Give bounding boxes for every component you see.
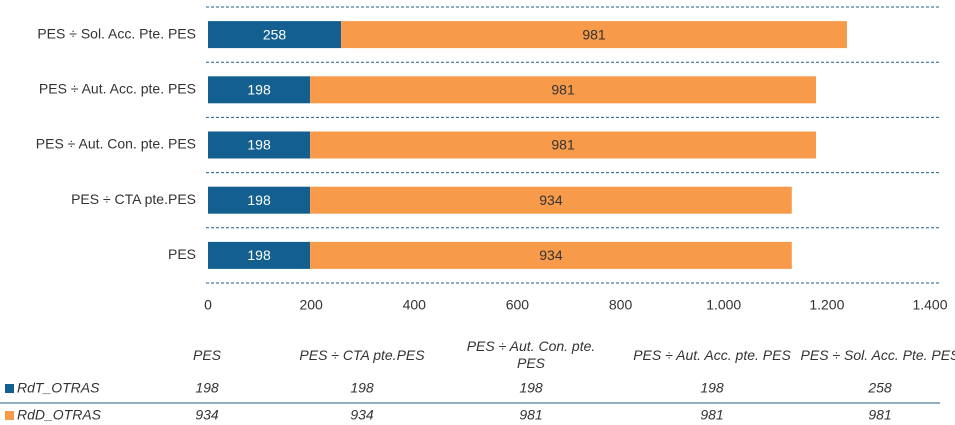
table-header: PES [192,346,221,363]
table-header: PES ÷ CTA pte.PES [299,346,425,363]
table-cell: 198 [700,380,724,396]
legend-swatch [5,411,14,420]
data-label: 981 [551,82,575,98]
data-label: 198 [247,137,271,153]
y-tick-label: PES [168,246,196,262]
table-header-cell: PES ÷ Aut. Acc. pte. PES [633,346,791,363]
table-header-cell: PES ÷ Sol. Acc. Pte. PES [800,346,955,363]
table-cell: 258 [867,380,892,396]
data-label: 981 [551,137,575,153]
table-cell: 198 [195,380,219,396]
bar-segment [310,186,792,214]
data-label: 934 [539,247,563,263]
bar-segment [208,21,342,49]
x-tick-label: 400 [403,297,427,313]
x-tick-label: 0 [204,297,212,313]
bar-segment [208,241,311,269]
legend-label: RdT_OTRAS [17,380,100,396]
table-cell: 981 [519,407,542,423]
data-label: 198 [247,247,271,263]
table-header-cell: PES ÷ Aut. Con. pte. PES [466,338,596,371]
bar-segment [208,131,311,159]
data-label: 934 [539,192,563,208]
data-label: 198 [247,82,271,98]
y-tick-label: PES ÷ Sol. Acc. Pte. PES [37,25,196,41]
x-tick-label: 800 [609,297,633,313]
table-cell: 934 [350,407,374,423]
table-header: PES ÷ Aut. Acc. pte. PES [633,346,791,363]
table-cell: 198 [519,380,543,396]
table-header-cell: PES [192,346,221,363]
table-cell: 981 [868,407,891,423]
x-tick-label: 200 [299,297,323,313]
bar-segment [310,76,817,104]
data-label: 981 [582,26,606,42]
data-label: 198 [247,192,271,208]
legend-swatch [5,384,14,393]
table-cell: 934 [195,407,219,423]
y-tick-label: PES ÷ Aut. Acc. pte. PES [39,81,196,97]
y-tick-label: PES ÷ Aut. Con. pte. PES [36,136,196,152]
x-tick-label: 1.200 [809,297,844,313]
y-tick-label: PES ÷ CTA pte.PES [71,191,196,207]
bar-segment [208,76,311,104]
legend-label: RdD_OTRAS [17,407,102,423]
table-cell: 981 [700,407,723,423]
table-cell: 198 [350,380,374,396]
bar-segment [310,131,817,159]
table-header: PES ÷ Sol. Acc. Pte. PES [800,346,955,363]
table-header: PES ÷ Aut. Con. pte. PES [466,338,596,371]
bar-segment [208,186,311,214]
x-tick-label: 1.000 [706,297,741,313]
table-header-cell: PES ÷ CTA pte.PES [299,346,425,363]
x-tick-label: 600 [506,297,530,313]
data-label: 258 [263,26,287,42]
bar-segment [341,21,847,49]
x-tick-label: 1.400 [912,297,947,313]
bar-segment [310,241,792,269]
